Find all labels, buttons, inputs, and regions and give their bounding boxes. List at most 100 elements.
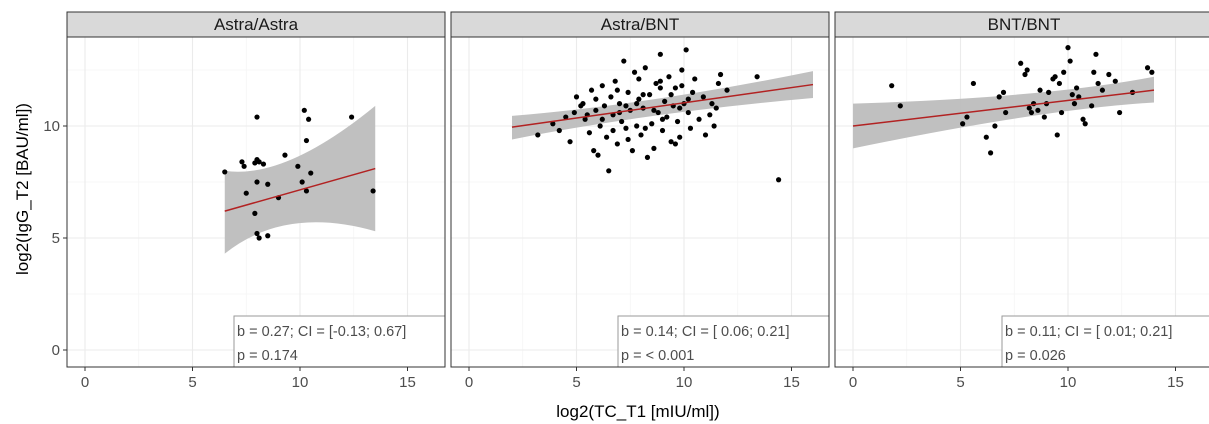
- data-point: [707, 112, 713, 118]
- data-point: [711, 123, 717, 129]
- data-point: [640, 92, 646, 98]
- stats-text-line1: b = 0.14; CI = [ 0.06; 0.21]: [621, 324, 789, 340]
- data-point: [1106, 71, 1112, 78]
- data-point: [580, 101, 586, 107]
- data-point: [702, 132, 709, 138]
- data-point: [674, 118, 681, 125]
- data-point: [1091, 69, 1097, 75]
- confidence-band: [224, 105, 376, 254]
- data-point: [634, 101, 640, 107]
- data-point: [642, 65, 648, 71]
- x-tick-label: 15: [783, 374, 800, 391]
- data-point: [610, 127, 616, 134]
- data-point: [717, 71, 724, 78]
- data-point: [256, 235, 262, 241]
- data-point: [992, 123, 998, 129]
- data-point: [625, 89, 631, 95]
- data-point: [256, 159, 262, 165]
- data-point: [629, 148, 636, 154]
- data-point: [303, 137, 310, 144]
- data-point: [1082, 121, 1088, 127]
- x-tick-label: 10: [1060, 374, 1077, 391]
- data-point: [1028, 109, 1035, 116]
- data-point: [586, 130, 593, 136]
- data-point: [889, 83, 895, 89]
- data-point: [664, 114, 670, 120]
- data-point: [370, 188, 376, 194]
- data-point: [608, 94, 614, 100]
- data-point: [254, 114, 260, 120]
- data-point: [1046, 89, 1052, 95]
- data-point: [659, 116, 666, 122]
- data-point: [636, 96, 642, 102]
- data-point: [634, 123, 640, 129]
- data-point: [1061, 69, 1067, 75]
- x-tick-label: 5: [956, 374, 964, 391]
- data-point: [653, 80, 659, 87]
- data-point: [239, 159, 245, 165]
- stats-text-line2: p = 0.026: [1005, 348, 1066, 364]
- data-point: [692, 76, 698, 82]
- data-point: [621, 58, 627, 64]
- data-point: [1080, 116, 1086, 122]
- data-point: [683, 47, 689, 53]
- x-axis-title: log2(TC_T1 [mIU/ml]): [556, 402, 719, 421]
- data-point: [563, 114, 569, 120]
- data-point: [550, 121, 556, 127]
- x-tick-label: 0: [81, 374, 89, 391]
- data-point: [657, 78, 663, 84]
- facet-title: BNT/BNT: [988, 15, 1061, 34]
- data-point: [535, 132, 541, 138]
- data-point: [672, 85, 679, 91]
- data-point: [642, 125, 648, 131]
- data-point: [655, 109, 661, 116]
- data-point: [308, 170, 314, 176]
- data-point: [724, 87, 730, 93]
- panel-3: b = 0.11; CI = [ 0.01; 0.21] p = 0.026 BNT…: [834, 11, 1209, 391]
- data-point: [606, 168, 612, 174]
- data-point: [623, 125, 629, 131]
- data-point: [636, 76, 642, 82]
- facet-title: Astra/Astra: [214, 15, 299, 34]
- data-point: [1099, 87, 1105, 93]
- data-point: [593, 96, 599, 102]
- data-point: [659, 127, 666, 134]
- data-point: [1117, 109, 1123, 116]
- data-point: [1071, 101, 1078, 107]
- data-point: [303, 188, 310, 194]
- data-point: [1089, 103, 1095, 109]
- data-point: [1035, 107, 1041, 113]
- panel-1: b = 0.27; CI = [-0.13; 0.67] p = 0.174 Ast…: [66, 11, 446, 391]
- data-point: [662, 98, 668, 104]
- data-point: [349, 114, 355, 120]
- data-point: [1149, 69, 1155, 75]
- data-point: [687, 125, 694, 131]
- data-point: [556, 127, 562, 134]
- stats-text-line1: b = 0.11; CI = [ 0.01; 0.21]: [1005, 324, 1172, 340]
- data-point: [1093, 51, 1099, 57]
- data-point: [988, 150, 994, 156]
- data-point: [1022, 71, 1028, 78]
- facet-strip: [450, 11, 830, 38]
- data-point: [252, 210, 258, 216]
- data-point: [897, 103, 903, 109]
- data-point: [1144, 65, 1151, 71]
- data-point: [614, 87, 620, 93]
- data-point: [254, 230, 260, 237]
- regression-line: [224, 167, 376, 212]
- data-point: [1067, 58, 1073, 64]
- data-point: [638, 132, 644, 138]
- data-point: [690, 89, 696, 95]
- data-point: [651, 107, 657, 113]
- data-point: [1024, 67, 1030, 73]
- data-point: [301, 107, 307, 113]
- facet-strip: [834, 11, 1209, 38]
- data-point: [668, 92, 674, 98]
- data-point: [241, 163, 247, 169]
- data-point: [964, 114, 970, 120]
- data-point: [679, 67, 685, 73]
- data-point: [625, 136, 631, 143]
- data-point: [619, 118, 625, 125]
- data-point: [1026, 105, 1032, 111]
